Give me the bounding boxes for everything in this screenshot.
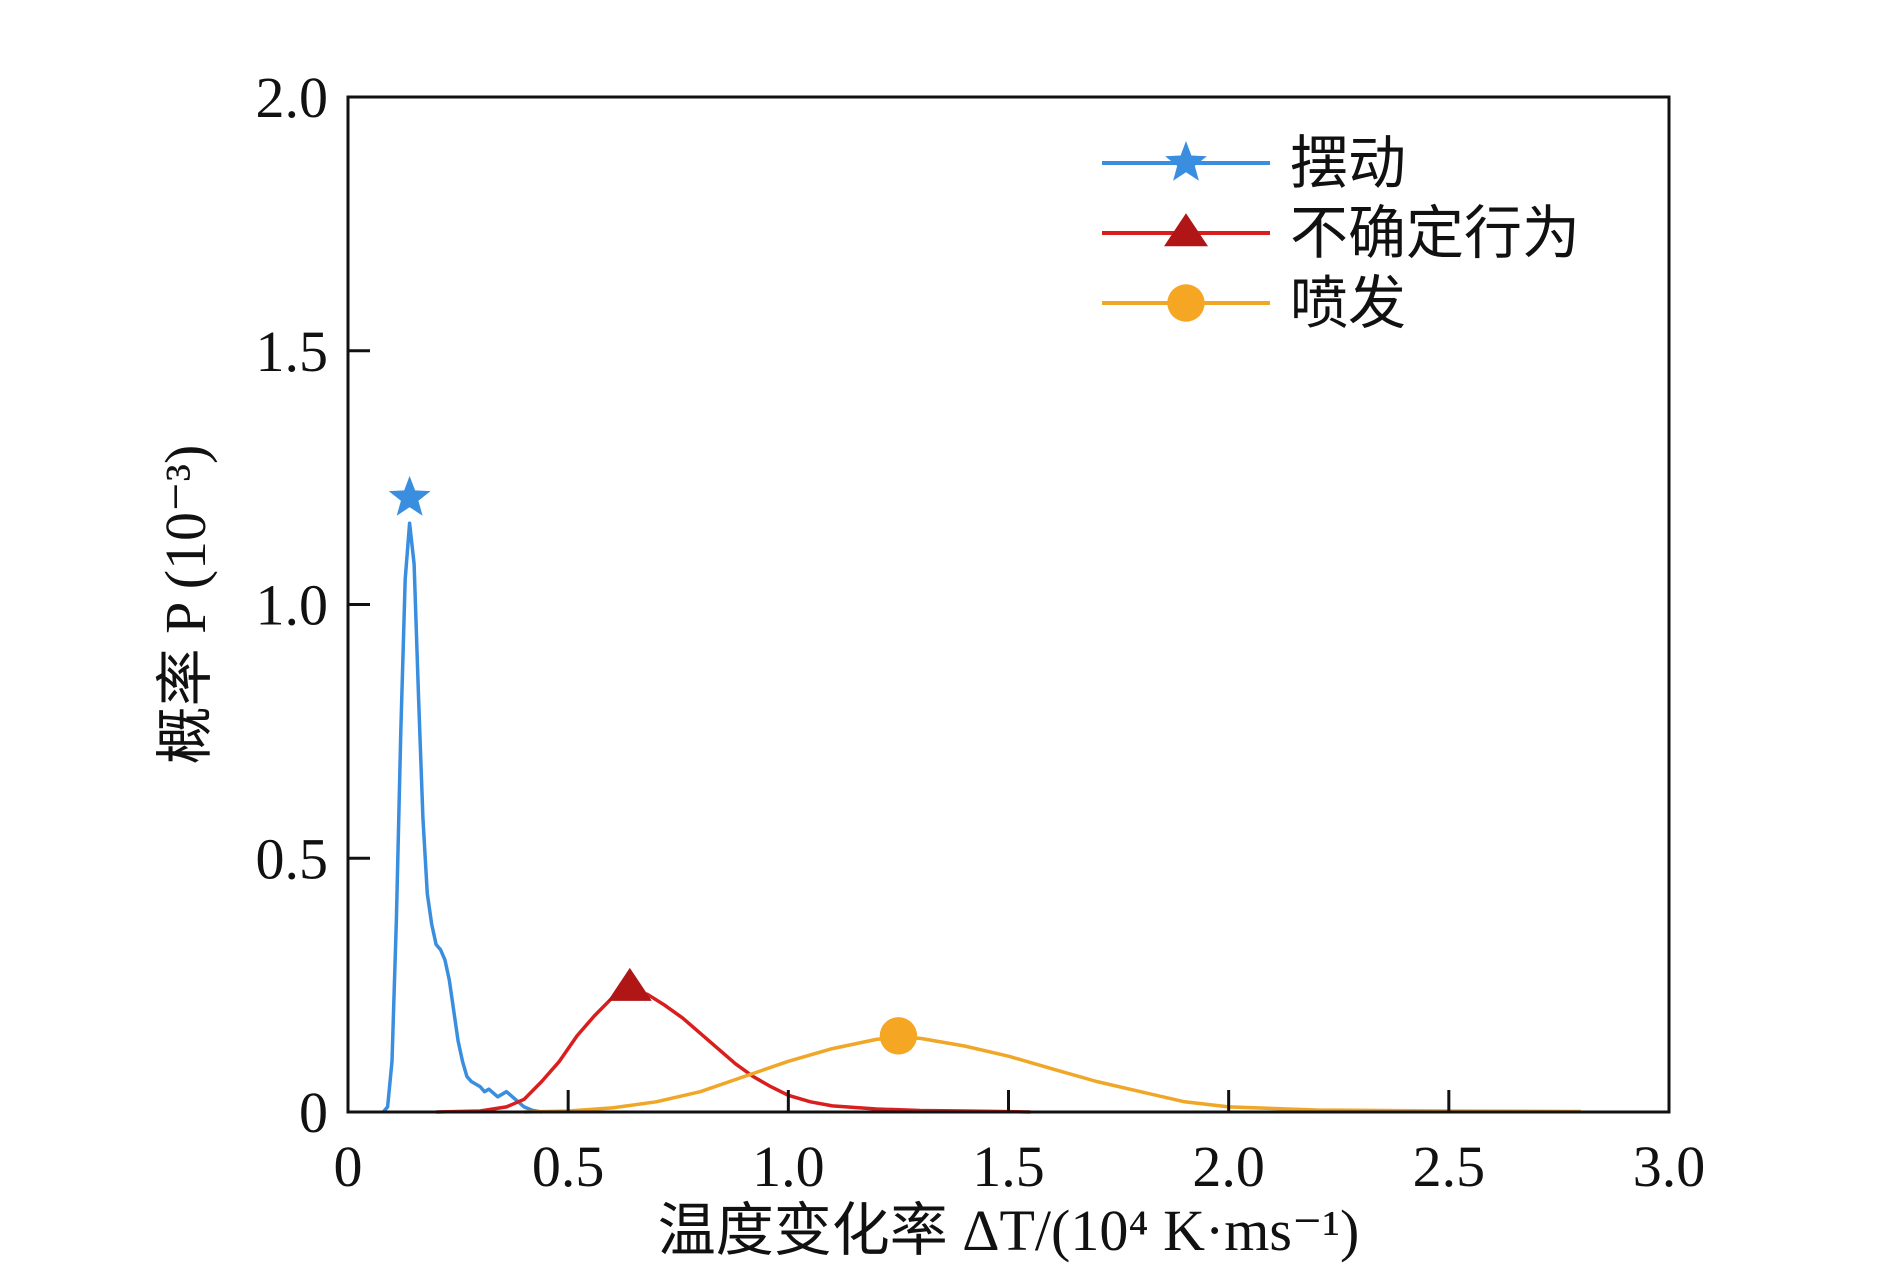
legend-marker xyxy=(1164,213,1208,247)
y-tick-label: 2.0 xyxy=(256,65,329,130)
legend-item: 喷发 xyxy=(1102,271,1406,336)
legend-label: 喷发 xyxy=(1290,271,1406,336)
x-tick-label: 0 xyxy=(334,1134,363,1199)
axis-ticks: 0 0.5 1.0 1.5 2.0 2.5 3.0 0 0.5 1.0 1.5 2.0 xyxy=(256,65,1706,1199)
x-tick-label: 1.0 xyxy=(752,1134,825,1199)
x-tick-label: 0.5 xyxy=(532,1134,605,1199)
y-tick-label: 1.5 xyxy=(256,319,329,384)
x-tick-label: 1.5 xyxy=(972,1134,1045,1199)
legend-item: 摆动 xyxy=(1102,131,1406,196)
y-tick-label: 1.0 xyxy=(256,573,329,638)
y-tick-label: 0 xyxy=(299,1080,328,1145)
series-peak-marker-1 xyxy=(607,967,652,1001)
series-markers xyxy=(388,475,918,1055)
y-tick-label: 0.5 xyxy=(256,826,329,891)
series-line-1 xyxy=(436,988,1031,1114)
x-tick-label: 2.5 xyxy=(1413,1134,1486,1199)
legend-marker xyxy=(1167,284,1205,322)
series-line-2 xyxy=(524,1035,1581,1114)
legend-item: 不确定行为 xyxy=(1102,201,1580,266)
series-peak-marker-2 xyxy=(879,1017,918,1055)
x-axis-title: 温度变化率 ΔT/(10⁴ K·ms⁻¹) xyxy=(658,1198,1360,1263)
series-line-0 xyxy=(381,521,542,1114)
y-axis-title: 概率 P (10⁻³) xyxy=(153,445,218,765)
legend-label: 不确定行为 xyxy=(1290,201,1580,266)
legend-label: 摆动 xyxy=(1290,131,1406,196)
series-peak-marker-0 xyxy=(388,475,431,516)
legend-marker xyxy=(1165,141,1207,181)
series-layer xyxy=(381,521,1581,1114)
x-tick-label: 2.0 xyxy=(1192,1134,1265,1199)
x-tick-label: 3.0 xyxy=(1633,1134,1706,1199)
